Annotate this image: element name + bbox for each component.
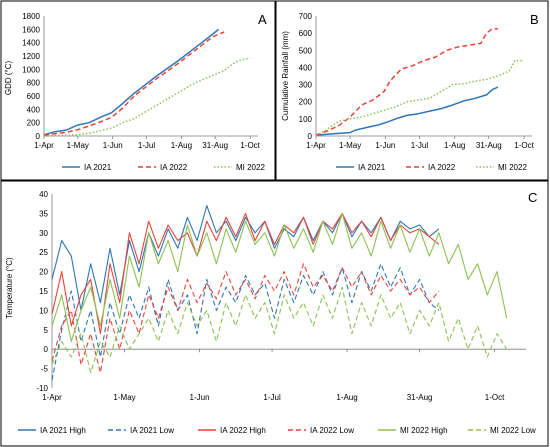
legend-label: IA 2022 xyxy=(428,163,456,172)
legend-label: IA 2022 Low xyxy=(310,426,354,435)
series-line xyxy=(315,59,524,137)
panel-b-ylabel: Cumulative Rainfall (mm) xyxy=(281,31,290,121)
x-tick-label: 1-Apr xyxy=(306,141,326,150)
y-tick-label: 1000 xyxy=(22,65,40,74)
series-line xyxy=(51,212,440,335)
series-line xyxy=(315,28,498,136)
y-tick-label: 1600 xyxy=(22,25,40,34)
y-tick-label: 600 xyxy=(299,29,313,38)
x-tick-label: 1-May xyxy=(113,393,135,402)
legend-label: IA 2021 xyxy=(358,163,386,172)
legend-label: IA 2021 High xyxy=(40,426,86,435)
series-line xyxy=(51,205,440,311)
y-tick-label: 300 xyxy=(299,81,313,90)
y-tick-label: 0 xyxy=(44,345,49,354)
y-tick-label: 400 xyxy=(27,105,41,114)
series-line xyxy=(43,31,225,137)
panel-c-ylabel: Temperature (°C) xyxy=(5,257,14,319)
panel-a-ylabel: GDD (°C) xyxy=(4,61,13,96)
series-line xyxy=(51,263,440,381)
panel-b-plot: 0 100 200 300 400 500 600 700 1-Apr 1-May 1-Jun 1-J… xyxy=(299,12,535,172)
y-tick-label: 40 xyxy=(39,190,48,199)
y-tick-label: 30 xyxy=(39,229,48,238)
panel-c-label: C xyxy=(528,190,537,205)
x-tick-label: 1-Jul xyxy=(411,141,429,150)
legend-label: IA 2021 Low xyxy=(130,426,174,435)
panel-b-label: B xyxy=(530,12,539,27)
x-tick-label: 1-Apr xyxy=(42,393,62,402)
x-tick-label: 1-Jun xyxy=(190,393,210,402)
y-tick-label: 15 xyxy=(39,287,48,296)
x-tick-label: 31-Aug xyxy=(202,141,228,150)
legend-label: MI 2022 Low xyxy=(490,426,536,435)
legend-label: MI 2022 xyxy=(498,163,527,172)
y-tick-label: 5 xyxy=(44,326,49,335)
x-tick-label: 1-Aug xyxy=(444,141,465,150)
y-tick-label: 800 xyxy=(27,79,41,88)
legend-label: IA 2021 xyxy=(84,163,112,172)
series-line xyxy=(51,263,440,374)
x-tick-label: 1-Jun xyxy=(103,141,123,150)
x-tick-label: 1-Aug xyxy=(336,393,357,402)
y-tick-label: 0 xyxy=(36,132,41,141)
x-tick-label: 1-Oct xyxy=(240,141,260,150)
y-tick-label: 20 xyxy=(39,268,48,277)
x-tick-label: 1-Oct xyxy=(514,141,534,150)
y-tick-label: 200 xyxy=(27,119,41,128)
legend-label: IA 2022 High xyxy=(220,426,266,435)
y-tick-label: 400 xyxy=(299,63,313,72)
y-tick-label: 1400 xyxy=(22,39,40,48)
y-tick-label: 600 xyxy=(27,92,41,101)
y-tick-label: 1200 xyxy=(22,52,40,61)
y-tick-label: 500 xyxy=(299,46,313,55)
y-tick-label: 700 xyxy=(299,12,313,21)
y-tick-label: 25 xyxy=(39,248,48,257)
y-tick-label: -10 xyxy=(36,384,48,393)
series-line xyxy=(51,286,508,374)
series-line xyxy=(51,212,508,342)
series-line xyxy=(43,57,251,137)
panel-a-frame xyxy=(0,0,276,181)
x-tick-label: 1-Jun xyxy=(375,141,395,150)
y-tick-label: 1800 xyxy=(22,12,40,21)
panel-c-plot: -10 -5 0 5 10 15 20 25 30 35 40 1-Apr 1-May 1-Jun 1-Ju… xyxy=(18,190,536,435)
x-tick-label: 31-Aug xyxy=(407,393,433,402)
panel-b-frame xyxy=(275,0,549,181)
legend-label: MI 2022 High xyxy=(400,426,448,435)
x-tick-label: 1-Jul xyxy=(138,141,156,150)
x-tick-label: 1-Apr xyxy=(34,141,54,150)
series-line xyxy=(43,28,220,136)
y-tick-label: -5 xyxy=(41,365,49,374)
x-tick-label: 1-Oct xyxy=(485,393,505,402)
x-tick-label: 31-Aug xyxy=(476,141,502,150)
panel-a-plot: 0 200 400 600 800 1000 1200 1400 1600 1800 1-Apr 1-… xyxy=(22,12,265,172)
legend-label: IA 2022 xyxy=(160,163,188,172)
y-tick-label: 0 xyxy=(308,132,313,141)
y-tick-label: 200 xyxy=(299,98,313,107)
x-tick-label: 1-May xyxy=(339,141,361,150)
legend-label: MI 2022 xyxy=(236,163,265,172)
x-tick-label: 1-May xyxy=(67,141,89,150)
series-line xyxy=(315,86,499,136)
y-tick-label: 10 xyxy=(39,306,48,315)
panel-c-frame xyxy=(0,180,549,447)
x-tick-label: 1-Jul xyxy=(263,393,281,402)
x-tick-label: 1-Aug xyxy=(171,141,192,150)
panel-a-label: A xyxy=(258,12,267,27)
y-tick-label: 35 xyxy=(39,209,48,218)
y-tick-label: 100 xyxy=(299,115,313,124)
